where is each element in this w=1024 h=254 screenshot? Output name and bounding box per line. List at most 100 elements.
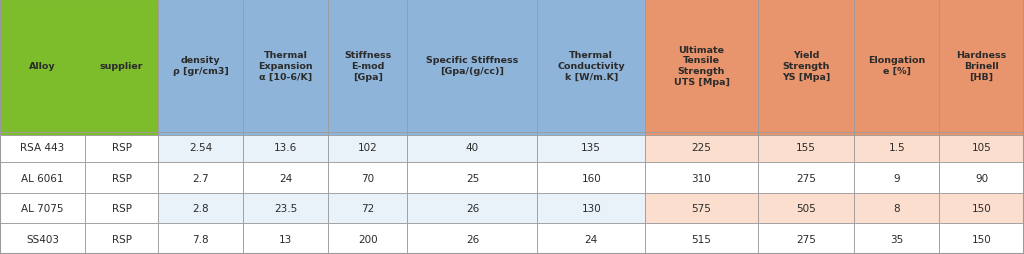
Text: RSP: RSP [112, 234, 132, 244]
Text: 25: 25 [466, 173, 479, 183]
Text: Hardness
Brinell
[HB]: Hardness Brinell [HB] [956, 51, 1007, 81]
Bar [0, 132, 85, 163]
Bar [85, 132, 159, 135]
Bar [159, 193, 244, 224]
Bar [408, 163, 538, 193]
Text: RSP: RSP [112, 173, 132, 183]
Text: 2.8: 2.8 [193, 203, 209, 213]
Text: 23.5: 23.5 [274, 203, 297, 213]
Text: 275: 275 [797, 234, 816, 244]
Bar [408, 132, 538, 163]
Bar [538, 163, 645, 193]
Bar [645, 193, 758, 224]
Text: 13: 13 [280, 234, 292, 244]
Text: Thermal
Expansion
α [10-6/K]: Thermal Expansion α [10-6/K] [258, 51, 313, 81]
Text: 35: 35 [890, 234, 903, 244]
Text: 150: 150 [972, 203, 991, 213]
Text: Ultimate
Tensile
Strength
UTS [Mpa]: Ultimate Tensile Strength UTS [Mpa] [674, 45, 729, 87]
Bar [328, 0, 408, 132]
Text: AL 6061: AL 6061 [22, 173, 63, 183]
Bar [538, 224, 645, 254]
Bar [328, 193, 408, 224]
Bar [538, 132, 645, 135]
Text: Thermal
Conductivity
k [W/m.K]: Thermal Conductivity k [W/m.K] [557, 51, 625, 81]
Bar [939, 0, 1024, 132]
Bar [408, 0, 538, 132]
Text: 2.7: 2.7 [193, 173, 209, 183]
Text: 40: 40 [466, 142, 479, 152]
Bar [85, 224, 159, 254]
Text: Yield
Strength
YS [Mpa]: Yield Strength YS [Mpa] [782, 51, 830, 81]
Bar [538, 132, 645, 163]
Bar [328, 224, 408, 254]
Bar [85, 163, 159, 193]
Bar [645, 132, 758, 135]
Text: 24: 24 [280, 173, 292, 183]
Text: 150: 150 [972, 234, 991, 244]
Bar [408, 193, 538, 224]
Bar [159, 0, 244, 132]
Bar [538, 0, 645, 132]
Bar [408, 132, 538, 135]
Bar [758, 163, 854, 193]
Text: 130: 130 [582, 203, 601, 213]
Bar [85, 0, 159, 132]
Bar [758, 193, 854, 224]
Bar [328, 163, 408, 193]
Text: 9: 9 [893, 173, 900, 183]
Text: RSA 443: RSA 443 [20, 142, 65, 152]
Text: 275: 275 [797, 173, 816, 183]
Text: 2.54: 2.54 [189, 142, 212, 152]
Text: RSP: RSP [112, 142, 132, 152]
Text: 102: 102 [357, 142, 378, 152]
Bar [159, 132, 244, 135]
Bar [758, 0, 854, 132]
Bar [939, 193, 1024, 224]
Text: 505: 505 [797, 203, 816, 213]
Bar [159, 163, 244, 193]
Text: 90: 90 [975, 173, 988, 183]
Bar [408, 224, 538, 254]
Text: 26: 26 [466, 203, 479, 213]
Bar [758, 224, 854, 254]
Text: 135: 135 [582, 142, 601, 152]
Bar [939, 163, 1024, 193]
Bar [854, 132, 939, 135]
Text: 70: 70 [361, 173, 375, 183]
Text: 13.6: 13.6 [274, 142, 297, 152]
Bar [0, 132, 85, 135]
Bar [854, 193, 939, 224]
Bar [159, 132, 244, 163]
Bar [939, 132, 1024, 163]
Text: 8: 8 [893, 203, 900, 213]
Bar [0, 224, 85, 254]
Bar [645, 224, 758, 254]
Text: 26: 26 [466, 234, 479, 244]
Text: 105: 105 [972, 142, 991, 152]
Bar [244, 224, 328, 254]
Text: 1.5: 1.5 [889, 142, 905, 152]
Text: SS403: SS403 [26, 234, 59, 244]
Text: Stiffness
E-mod
[Gpa]: Stiffness E-mod [Gpa] [344, 51, 391, 81]
Bar [854, 163, 939, 193]
Text: 160: 160 [582, 173, 601, 183]
Bar [244, 0, 328, 132]
Text: Alloy: Alloy [29, 61, 55, 71]
Bar [0, 193, 85, 224]
Text: supplier: supplier [100, 61, 143, 71]
Bar [854, 224, 939, 254]
Bar [854, 132, 939, 163]
Text: Elongation
e [%]: Elongation e [%] [868, 56, 926, 76]
Bar [854, 0, 939, 132]
Bar [645, 163, 758, 193]
Text: 7.8: 7.8 [193, 234, 209, 244]
Bar [328, 132, 408, 135]
Text: 72: 72 [361, 203, 375, 213]
Text: 515: 515 [691, 234, 712, 244]
Bar [85, 132, 159, 163]
Bar [0, 163, 85, 193]
Text: density
ρ [gr/cm3]: density ρ [gr/cm3] [173, 56, 228, 76]
Bar [328, 132, 408, 163]
Bar [939, 224, 1024, 254]
Bar [244, 132, 328, 135]
